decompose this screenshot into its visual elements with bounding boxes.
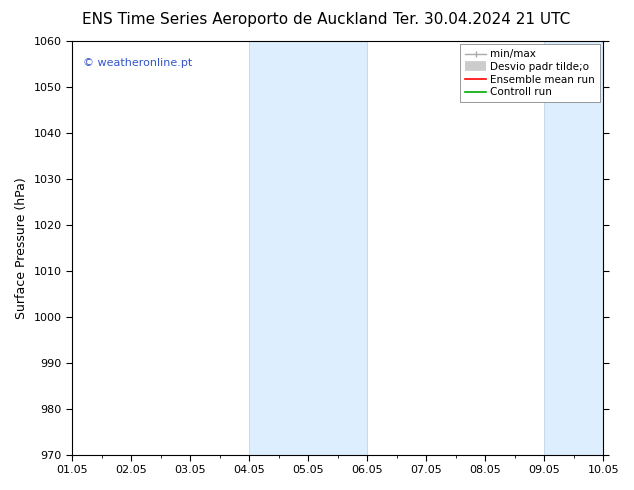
Text: © weatheronline.pt: © weatheronline.pt	[82, 58, 192, 68]
Y-axis label: Surface Pressure (hPa): Surface Pressure (hPa)	[15, 177, 28, 318]
Text: Ter. 30.04.2024 21 UTC: Ter. 30.04.2024 21 UTC	[393, 12, 571, 27]
Legend: min/max, Desvio padr tilde;o, Ensemble mean run, Controll run: min/max, Desvio padr tilde;o, Ensemble m…	[460, 44, 600, 102]
Bar	[544, 41, 603, 455]
Text: ENS Time Series Aeroporto de Auckland: ENS Time Series Aeroporto de Auckland	[82, 12, 387, 27]
Bar	[249, 41, 367, 455]
